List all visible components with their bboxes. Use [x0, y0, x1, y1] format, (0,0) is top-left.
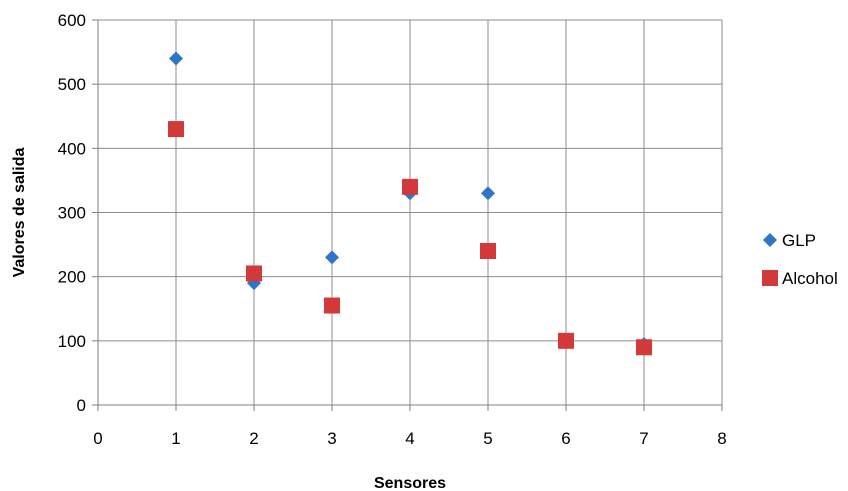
- y-axis-title: Valores de salida: [11, 147, 28, 277]
- axis-layer: [92, 19, 723, 411]
- alcohol-point: [636, 339, 652, 356]
- legend-label-alcohol: Alcohol: [782, 269, 838, 288]
- alcohol-point: [480, 243, 496, 259]
- x-tick-label: 6: [561, 429, 570, 448]
- alcohol-point: [168, 121, 184, 138]
- data-series: [168, 51, 652, 356]
- legend-item-glp: GLP: [763, 231, 816, 250]
- x-tick-label: 1: [171, 429, 180, 448]
- y-tick-label: 600: [58, 11, 86, 30]
- alcohol-point: [558, 332, 574, 349]
- x-axis-title: Sensores: [374, 475, 446, 491]
- y-tick-label: 0: [77, 396, 86, 415]
- legend-marker-glp: [763, 233, 777, 247]
- y-tick-label: 500: [58, 75, 86, 94]
- y-tick-label: 300: [58, 204, 86, 223]
- legend: GLP Alcohol: [762, 231, 838, 288]
- x-tick-label: 4: [405, 429, 414, 448]
- x-tick-label: 2: [249, 429, 258, 448]
- series-alcohol: [168, 121, 652, 356]
- alcohol-point: [324, 297, 340, 314]
- y-tick-label: 200: [58, 268, 86, 287]
- y-tick-label: 100: [58, 332, 86, 351]
- x-tick-label: 7: [639, 429, 648, 448]
- glp-point: [325, 250, 339, 265]
- x-tick-label: 8: [717, 429, 726, 448]
- x-tick-label: 3: [327, 429, 336, 448]
- glp-point: [169, 51, 183, 66]
- tick-labels: 0 100 200 300 400 500 600 0 1 2 3 4 5 6 7 8: [58, 11, 727, 448]
- legend-item-alcohol: Alcohol: [762, 269, 838, 288]
- x-tick-label: 0: [93, 429, 102, 448]
- alcohol-point: [246, 265, 262, 282]
- alcohol-point: [402, 178, 418, 195]
- y-tick-label: 400: [58, 139, 86, 158]
- x-tick-label: 5: [483, 429, 492, 448]
- glp-point: [481, 186, 495, 201]
- legend-marker-alcohol: [762, 270, 778, 286]
- grid-layer: [97, 19, 723, 406]
- legend-label-glp: GLP: [782, 231, 816, 250]
